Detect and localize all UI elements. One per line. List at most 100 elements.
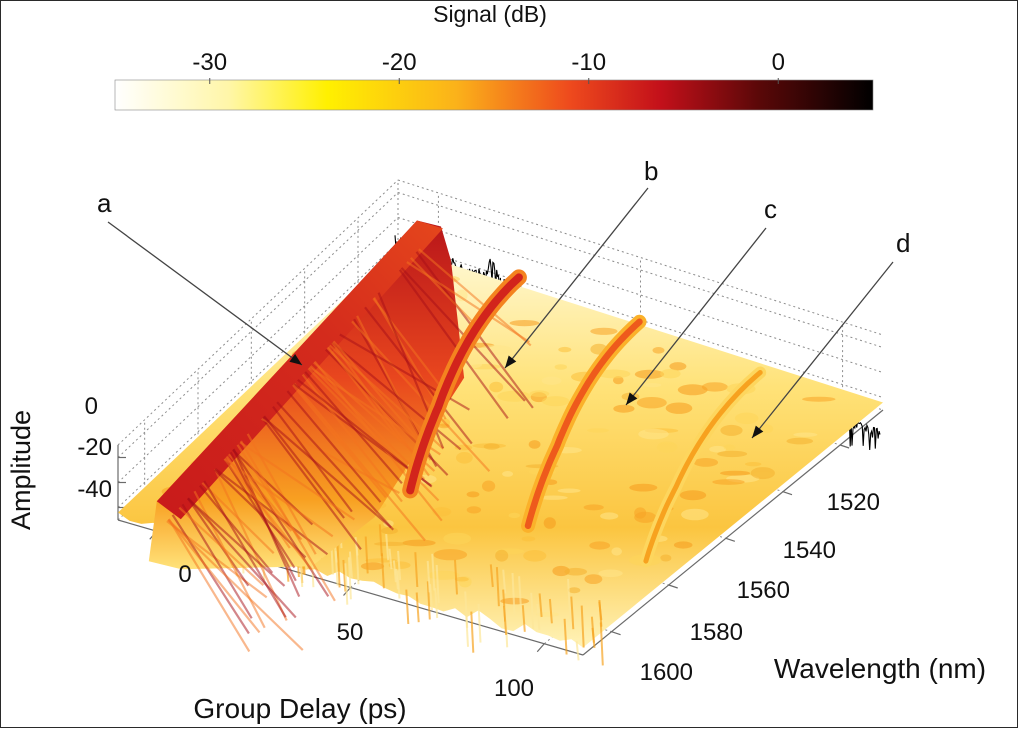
z-tick-0: 0 <box>85 393 98 420</box>
surface-streak <box>355 543 360 585</box>
z-axis: 0 -20 -40 Amplitude <box>6 393 112 530</box>
surface-patch <box>564 567 587 576</box>
surface-patch <box>643 383 662 388</box>
y-tick-mark-1 <box>782 491 793 496</box>
surface-patch <box>701 382 728 392</box>
surface-patch <box>587 428 609 433</box>
surface-streak <box>378 524 383 557</box>
annotation-c: c <box>764 194 777 224</box>
ridge-a-streak <box>229 451 297 582</box>
surface-patch <box>557 488 581 493</box>
annotation-d: d <box>896 228 910 258</box>
surface-streak <box>521 605 526 632</box>
ridge-a-streak <box>293 382 426 542</box>
surface-streak <box>575 641 580 661</box>
colorbar-tick-1: -20 <box>382 49 417 76</box>
surface-patch <box>443 532 472 545</box>
x-tick-2: 100 <box>494 675 534 702</box>
y-tick-mark-3 <box>668 584 678 589</box>
surface-streak <box>470 611 475 653</box>
surface-streak <box>347 557 352 600</box>
surface-patch <box>589 541 611 550</box>
surface-patch <box>502 471 514 477</box>
grid-left-wall-h-4 <box>117 179 399 446</box>
z-axis-label: Amplitude <box>6 410 36 530</box>
colorbar-tick-2: -10 <box>571 49 606 76</box>
surface-patch <box>598 569 623 578</box>
ridge-a-streak <box>262 416 392 529</box>
surface-patch <box>483 443 500 450</box>
surface-patch <box>454 576 469 582</box>
ridge-a-streak <box>225 456 293 532</box>
surface-streak <box>414 552 419 588</box>
surface-patch <box>681 508 709 521</box>
ridge-a-streak <box>187 497 286 587</box>
surface-patch <box>720 424 743 436</box>
surface-streak <box>397 550 402 581</box>
ridge-a-streak <box>418 248 532 347</box>
y-tick-4: 1600 <box>640 659 693 686</box>
x-tick-0: 0 <box>178 561 191 588</box>
surface-patch <box>433 549 468 561</box>
z-tick-2: -40 <box>77 476 112 503</box>
surface-patch <box>584 574 603 584</box>
surface-streak <box>426 581 431 620</box>
surface-streak <box>591 627 596 648</box>
surface-streak <box>563 618 568 655</box>
surface-streak <box>348 551 353 578</box>
surface-patch <box>638 428 669 440</box>
ridge-a-streak <box>332 340 417 438</box>
surface-patch <box>482 480 496 492</box>
surface-streak <box>598 600 603 627</box>
surface-streak <box>336 544 341 588</box>
surface-patch <box>381 527 398 535</box>
grid-left-wall-h-1 <box>117 242 399 508</box>
grid-left-wall-h-3 <box>117 192 399 458</box>
surface-patch <box>750 467 775 480</box>
surface-patch <box>793 432 818 437</box>
surface-patch <box>679 490 707 501</box>
surface-streak <box>405 589 410 625</box>
y-axis-label: Wavelength (nm) <box>774 653 986 684</box>
surface-streak <box>385 533 390 561</box>
x-tick-mark-2 <box>536 643 545 653</box>
surface-streak <box>536 604 541 630</box>
surface-patch <box>629 483 658 492</box>
surface-patch <box>456 452 473 464</box>
surface-streak <box>580 605 585 648</box>
ridge-a-streak <box>263 415 345 519</box>
surface-patch <box>536 612 560 617</box>
surface-streak <box>567 578 572 619</box>
colorbar-tick-3: 0 <box>772 49 785 76</box>
trace-c <box>524 318 643 530</box>
surface-patch <box>669 362 687 371</box>
surface-streak <box>477 603 482 643</box>
surface-patch <box>745 462 762 467</box>
surface-patch <box>508 512 521 519</box>
ridge-a-streak <box>309 365 426 480</box>
surface-patch <box>717 450 748 458</box>
leader-d <box>751 261 894 439</box>
ridge-a-streak <box>292 384 387 499</box>
surface-streak <box>392 560 397 583</box>
leader-c <box>625 227 767 406</box>
surface-streak <box>415 592 420 623</box>
surface-streak <box>388 548 393 570</box>
surface-streak <box>530 592 535 630</box>
x-tick-1: 50 <box>337 619 364 646</box>
ridge-a-streak <box>398 269 509 419</box>
annotation-b: b <box>644 156 658 186</box>
surface-streak <box>502 569 507 594</box>
ridge-a-streak <box>198 484 274 574</box>
leader-a <box>107 221 303 366</box>
surface-patch <box>489 381 504 393</box>
surface-patch <box>673 541 693 549</box>
surface-streak <box>548 598 553 624</box>
surface-patch <box>543 517 556 529</box>
surface-patch <box>478 345 513 355</box>
surface-patch <box>455 289 468 302</box>
surface-patch <box>365 558 398 563</box>
surface-patch <box>590 327 618 335</box>
annotations: a b c d <box>97 156 910 439</box>
ridge-a-streak <box>232 448 330 597</box>
